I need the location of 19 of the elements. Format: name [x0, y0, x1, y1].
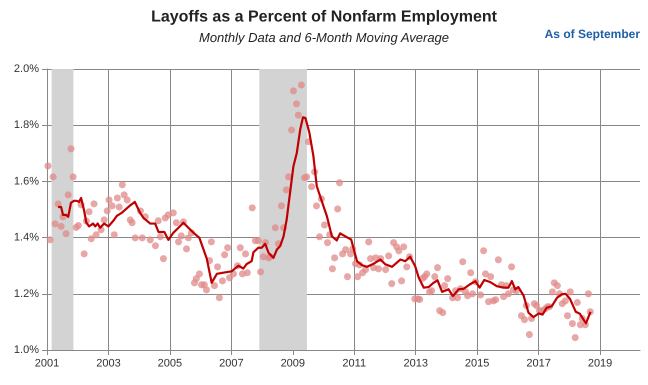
y-tick-label: 1.8% — [14, 119, 40, 132]
x-tick-label: 2001 — [34, 358, 60, 370]
y-tick-label: 1.6% — [14, 175, 40, 188]
x-tick-label: 2009 — [280, 358, 306, 370]
x-tick-label: 2015 — [464, 358, 490, 370]
x-tick-label: 2019 — [588, 358, 612, 370]
x-tick-label: 2013 — [403, 358, 428, 370]
y-tick-label: 1.0% — [14, 344, 40, 356]
x-tick-label: 2011 — [342, 358, 366, 370]
y-tick-label: 1.2% — [14, 288, 40, 300]
x-tick-label: 2003 — [96, 358, 121, 370]
text: As of September — [544, 27, 640, 41]
x-tick-label: 2017 — [526, 358, 551, 370]
chart-title: Layoffs as a Percent of Nonfarm Employment — [151, 8, 498, 26]
chart-subtitle: Monthly Data and 6-Month Moving Average — [198, 30, 450, 45]
y-tick-label: 2.0% — [14, 63, 40, 75]
x-tick-label: 2005 — [158, 358, 182, 370]
y-tick-label: 1.4% — [14, 232, 40, 244]
x-tick-label: 2007 — [219, 358, 244, 370]
